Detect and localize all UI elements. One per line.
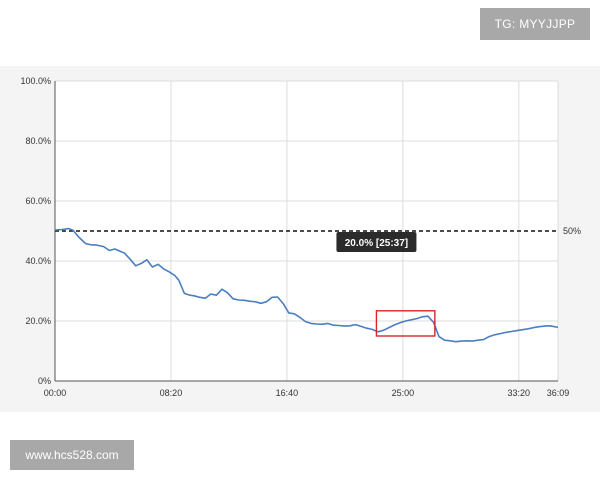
tooltip-layer: 20.0% [25:37] xyxy=(336,232,417,252)
x-tick-label: 08:20 xyxy=(160,388,183,398)
x-tick-label: 33:20 xyxy=(508,388,531,398)
x-tick-label: 36:09 xyxy=(547,388,570,398)
x-tick-label: 25:00 xyxy=(392,388,415,398)
series-line-0 xyxy=(54,227,559,343)
highlight-layer xyxy=(375,310,436,337)
watermark-top: TG: MYYJJPP xyxy=(480,8,590,40)
reference-layer: 50% xyxy=(55,226,581,236)
tooltip-box xyxy=(336,232,417,252)
x-tick-label: 16:40 xyxy=(276,388,299,398)
y-tick-label: 40.0% xyxy=(25,256,51,266)
y-tick-label: 20.0% xyxy=(25,316,51,326)
watermark-bottom: www.hcs528.com xyxy=(10,440,134,470)
highlight-box xyxy=(375,310,436,337)
series-layer xyxy=(54,227,559,343)
reference-line-label: 50% xyxy=(563,226,581,236)
tooltip-text: 20.0% [25:37] xyxy=(345,238,408,249)
plot-area xyxy=(55,81,558,381)
y-tick-label: 80.0% xyxy=(25,136,51,146)
y-tick-label: 100.0% xyxy=(20,76,51,86)
x-tick-label: 00:00 xyxy=(44,388,67,398)
grid-layer xyxy=(55,80,559,381)
y-tick-label: 60.0% xyxy=(25,196,51,206)
y-tick-label: 0% xyxy=(38,376,51,386)
